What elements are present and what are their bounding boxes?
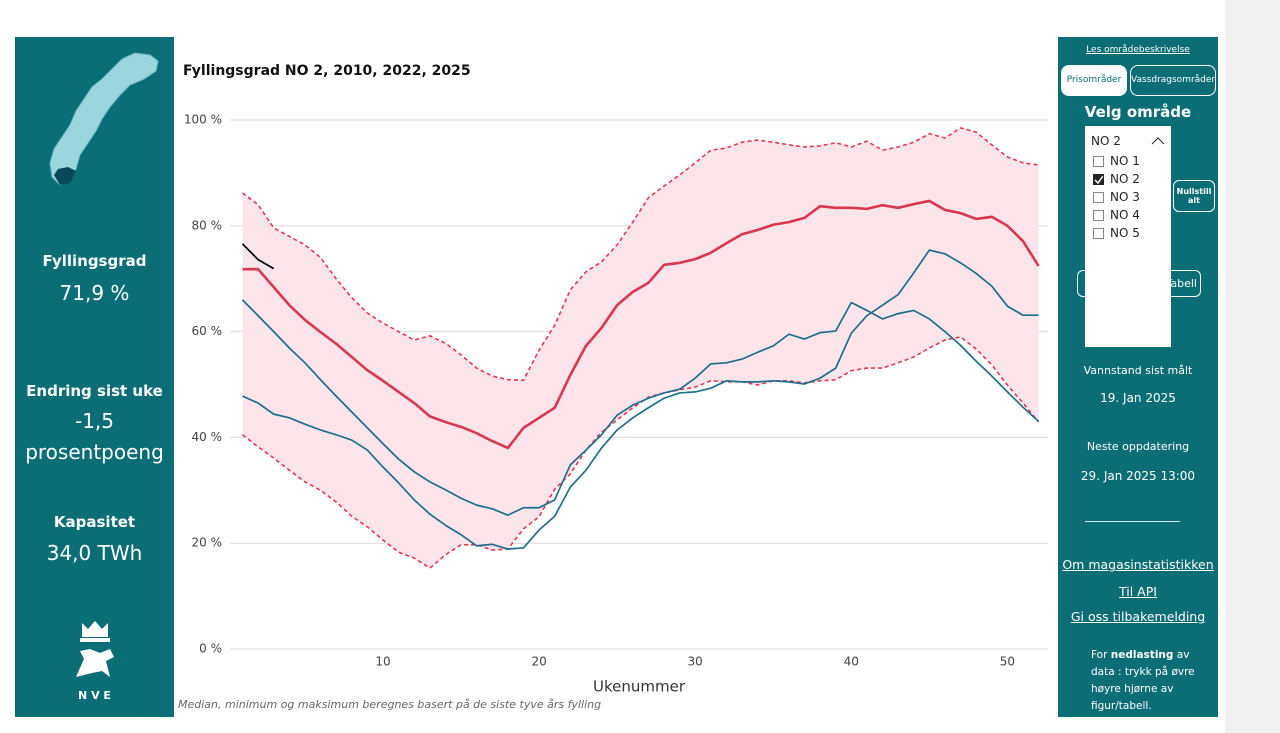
next-label: Neste oppdatering	[1086, 440, 1190, 453]
x-axis-label: Ukenummer	[593, 678, 686, 696]
series-line	[242, 199, 1040, 450]
y-tick-label: 40 %	[192, 430, 223, 444]
change-unit: prosentpoeng	[25, 440, 164, 464]
area-link[interactable]: Les områdebeskrivelse	[1086, 45, 1190, 55]
measured-label: Vannstand sist målt	[1083, 364, 1193, 377]
tab-river[interactable]: Vassdragsområder	[1130, 65, 1216, 96]
chart-note: Median, minimum og maksimum beregnes bas…	[178, 698, 601, 711]
option[interactable]: NO 2	[1093, 172, 1140, 186]
next-date: 29. Jan 2025 13:00	[1080, 469, 1196, 483]
chart: Fyllingsgrad NO 2, 2010, 2022, 2025 Uken…	[178, 63, 1048, 711]
checkbox[interactable]	[1093, 173, 1104, 185]
series-line	[241, 299, 1040, 517]
checkbox[interactable]	[1093, 227, 1104, 239]
link-feedback[interactable]: Gi oss tilbakemelding	[1070, 609, 1206, 624]
y-tick-label: 0 %	[199, 642, 222, 656]
chevron	[1151, 137, 1165, 145]
divider	[1085, 521, 1180, 522]
x-tick-label: 50	[1000, 655, 1015, 669]
series-line	[241, 243, 275, 270]
x-tick-label: 10	[375, 655, 390, 669]
map-selected-area	[54, 167, 76, 185]
option-label: NO 5	[1110, 226, 1140, 240]
y-tick-label: 20 %	[192, 536, 223, 550]
fill-label: Fyllingsgrad	[42, 252, 147, 270]
reset-button[interactable]: Nullstill alt	[1173, 180, 1215, 212]
select-label: Velg område	[1084, 103, 1192, 121]
measured-date: 19. Jan 2025	[1100, 391, 1176, 405]
x-tick-label: 40	[844, 655, 859, 669]
option-label: NO 4	[1110, 208, 1140, 222]
map	[49, 52, 159, 186]
dropdown-selected: NO 2	[1091, 134, 1121, 148]
y-tick-label: 80 %	[192, 218, 223, 232]
x-tick-label: 30	[688, 655, 703, 669]
y-tick-label: 100 %	[184, 113, 222, 127]
dropdown[interactable]: NO 2 NO 1 NO 2 NO 3 NO 4 NO 5	[1085, 126, 1171, 347]
fill-value: 71,9 %	[59, 281, 130, 305]
note-bold: nedlasting	[1110, 649, 1174, 661]
link-api[interactable]: Til API	[1119, 584, 1157, 599]
tab-price[interactable]: Prisområder	[1061, 65, 1127, 96]
map-norway	[49, 52, 159, 186]
logo	[76, 621, 114, 677]
capacity-value: 34,0 TWh	[46, 541, 143, 565]
y-tick-label: 60 %	[192, 324, 223, 338]
band	[242, 127, 1039, 569]
table-button-text: Tabell	[1165, 277, 1197, 290]
left-panel: Fyllingsgrad 71,9 % Endring sist uke -1,…	[15, 37, 174, 717]
option[interactable]: NO 4	[1093, 208, 1140, 222]
option[interactable]: NO 3	[1093, 190, 1140, 204]
option-label: NO 2	[1110, 172, 1140, 186]
check	[1094, 175, 1103, 184]
note-end: av data : trykk på øvre høyre hjørne av …	[1091, 649, 1195, 712]
option-label: NO 1	[1110, 154, 1140, 168]
option-label: NO 3	[1110, 190, 1140, 204]
change-label: Endring sist uke	[26, 382, 163, 400]
chart-title: Fyllingsgrad NO 2, 2010, 2022, 2025	[183, 63, 471, 79]
capacity-label: Kapasitet	[53, 513, 136, 531]
note-start: For	[1091, 649, 1108, 661]
x-tick-label: 20	[531, 655, 546, 669]
scroll-gutter	[1225, 0, 1280, 733]
checkbox[interactable]	[1093, 155, 1104, 167]
checkbox[interactable]	[1093, 209, 1104, 221]
right-panel: Les områdebeskrivelse Prisområder Vassdr…	[1058, 37, 1218, 717]
series-line	[241, 336, 1040, 569]
download-note: For nedlasting av data : trykk på øvre h…	[1091, 647, 1206, 715]
series-line	[242, 127, 1039, 382]
change-value: -1,5	[74, 409, 115, 433]
link-stats[interactable]: Om magasinstatistikken	[1062, 557, 1214, 572]
checkbox[interactable]	[1093, 191, 1104, 203]
option[interactable]: NO 1	[1093, 154, 1140, 168]
series-line	[242, 249, 1039, 550]
option[interactable]: NO 5	[1093, 226, 1140, 240]
plot	[230, 119, 1048, 650]
logo-text: N V E	[78, 689, 111, 702]
